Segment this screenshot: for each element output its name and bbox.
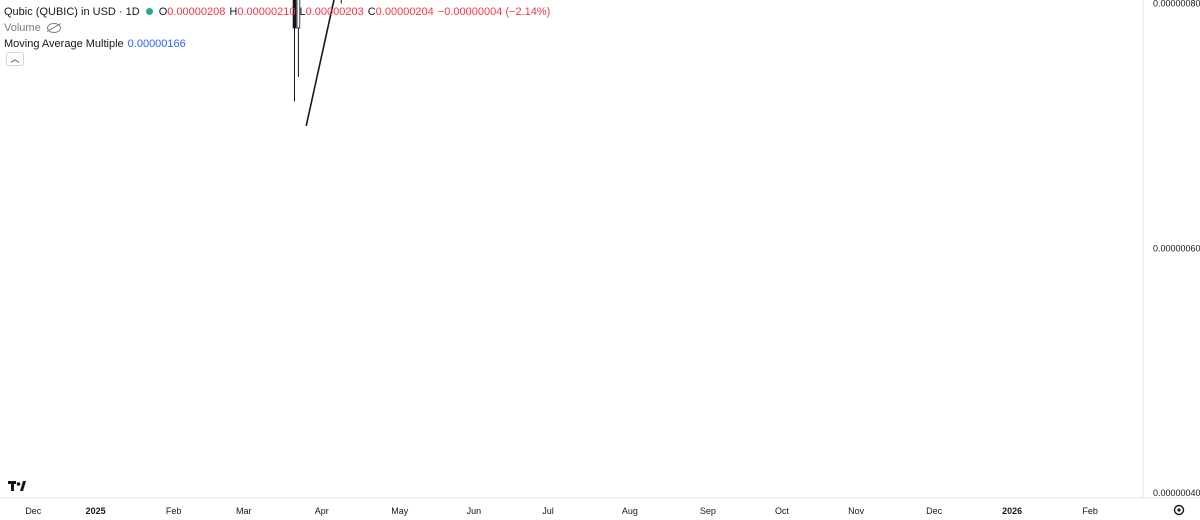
symbol-title[interactable]: Qubic (QUBIC) in USD · 1D [4, 6, 140, 18]
y-tick-label: 0.00000040 [1153, 488, 1200, 498]
candle-body [292, 0, 297, 29]
x-tick-label: Nov [848, 506, 865, 516]
open-label: O [158, 6, 168, 18]
x-tick-label: Jun [467, 506, 482, 516]
x-tick-label: Oct [775, 506, 790, 516]
legend-header: Qubic (QUBIC) in USD · 1D O0.00000208 H0.0… [4, 6, 554, 18]
x-tick-label: Mar [236, 506, 252, 516]
low-value: 0.00000203 [305, 6, 364, 18]
volume-legend[interactable]: Volume [4, 22, 61, 34]
indicator-legend[interactable]: Moving Average Multiple 0.00000166 [4, 38, 186, 50]
x-tick-label: Dec [926, 506, 943, 516]
low-label: L [299, 6, 306, 18]
candle-body [296, 0, 301, 29]
volume-label: Volume [4, 22, 41, 34]
y-tick-label: 0.00000080 [1153, 0, 1200, 9]
x-tick-label: Dec [25, 506, 42, 516]
trendline-0 [305, 0, 335, 127]
chevron-up-icon[interactable]: ︿ [6, 52, 24, 66]
x-tick-label: Feb [1082, 506, 1098, 516]
gear-icon[interactable] [1172, 503, 1186, 517]
x-tick-label: Feb [166, 506, 182, 516]
y-tick-label: 0.00000060 [1153, 243, 1200, 253]
close-label: C [367, 6, 376, 18]
high-label: H [229, 6, 238, 18]
x-tick-label: May [391, 506, 409, 516]
indicator-label: Moving Average Multiple [4, 38, 124, 50]
indicator-value: 0.00000166 [127, 38, 186, 50]
change-value: −0.00000004 (−2.14%) [437, 6, 551, 18]
x-tick-label: 2026 [1002, 506, 1022, 516]
x-tick-label: 2025 [86, 506, 106, 516]
high-value: 0.00000210 [237, 6, 296, 18]
market-status-icon [145, 8, 153, 16]
open-value: 0.00000208 [167, 6, 226, 18]
eye-off-icon[interactable] [46, 23, 61, 34]
x-tick-label: Aug [622, 506, 638, 516]
x-tick-label: Sep [700, 506, 716, 516]
tradingview-logo [8, 481, 26, 491]
close-value: 0.00000204 [375, 6, 434, 18]
x-tick-label: Apr [315, 506, 329, 516]
x-tick-label: Jul [542, 506, 554, 516]
